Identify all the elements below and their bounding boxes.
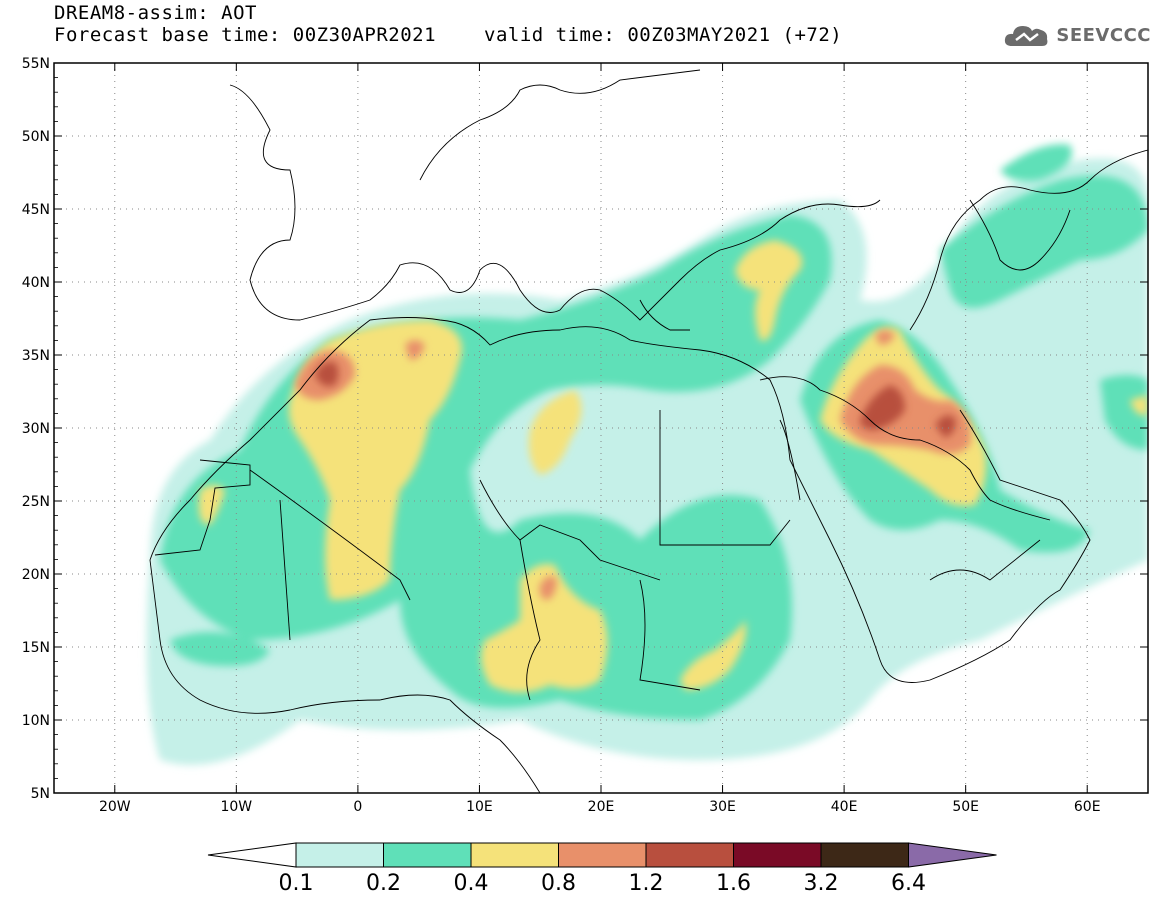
aot-field	[146, 144, 1148, 766]
aot-level-0-1	[146, 158, 1148, 766]
colorbar-swatch	[470, 842, 559, 868]
y-tick-label: 55N	[22, 56, 50, 72]
colorbar-label: 1.6	[716, 871, 751, 896]
x-tick-label: 10W	[220, 799, 252, 815]
colorbar-label: 0.2	[366, 871, 401, 896]
forecast-times: Forecast base time: 00Z30APR2021 valid ti…	[54, 24, 842, 46]
colorbar-under-arrow	[207, 842, 297, 868]
y-tick-label: 20N	[22, 567, 50, 583]
x-tick-label: 20W	[99, 799, 131, 815]
colorbar-swatch	[295, 842, 384, 868]
y-tick-label: 5N	[31, 786, 50, 802]
colorbar-label: 0.1	[279, 871, 314, 896]
x-tick-label: 0	[353, 799, 362, 815]
x-tick-label: 20E	[588, 799, 615, 815]
valid-time: valid time: 00Z03MAY2021 (+72)	[484, 24, 843, 46]
x-tick-label: 10E	[466, 799, 493, 815]
y-tick-label: 35N	[22, 348, 50, 364]
colorbar-label: 0.8	[541, 871, 576, 896]
x-tick-label: 30E	[709, 799, 736, 815]
colorbar: 0.1 0.2 0.4 0.8 1.2 1.6 3.2 6.4	[207, 842, 997, 896]
x-tick-label: 40E	[831, 799, 858, 815]
aot-level-1-2	[315, 361, 956, 438]
logo-text: SEEVCCC	[1056, 24, 1151, 46]
colorbar-label: 6.4	[891, 871, 926, 896]
y-tick-label: 50N	[22, 129, 50, 145]
y-tick-label: 30N	[22, 421, 50, 437]
base-time: Forecast base time: 00Z30APR2021	[54, 24, 437, 46]
colorbar-swatch	[558, 842, 647, 868]
y-tick-label: 25N	[22, 494, 50, 510]
y-tick-label: 40N	[22, 275, 50, 291]
colorbar-label: 3.2	[804, 871, 839, 896]
colorbar-swatch	[645, 842, 734, 868]
colorbar-swatch	[383, 842, 472, 868]
colorbar-over-arrow	[908, 842, 997, 868]
map-title: DREAM8-assim: AOT	[54, 2, 257, 24]
colorbar-swatch	[820, 842, 909, 868]
y-tick-label: 10N	[22, 713, 50, 729]
seevccc-logo: SEEVCCC	[1002, 20, 1151, 50]
colorbar-label: 0.4	[454, 871, 489, 896]
x-tick-label: 60E	[1074, 799, 1101, 815]
map-grid	[54, 63, 1148, 793]
coastlines	[149, 69, 1148, 793]
colorbar-label: 1.2	[629, 871, 664, 896]
x-tick-label: 50E	[952, 799, 979, 815]
y-tick-label: 15N	[22, 640, 50, 656]
colorbar-swatch	[733, 842, 822, 868]
y-tick-label: 45N	[22, 202, 50, 218]
map-axes: 20W 10W 0 10E 20E 30E 40E 50E 60E 55N 50N 45N 40N 35N…	[22, 56, 1148, 815]
cloud-icon	[1005, 26, 1048, 46]
